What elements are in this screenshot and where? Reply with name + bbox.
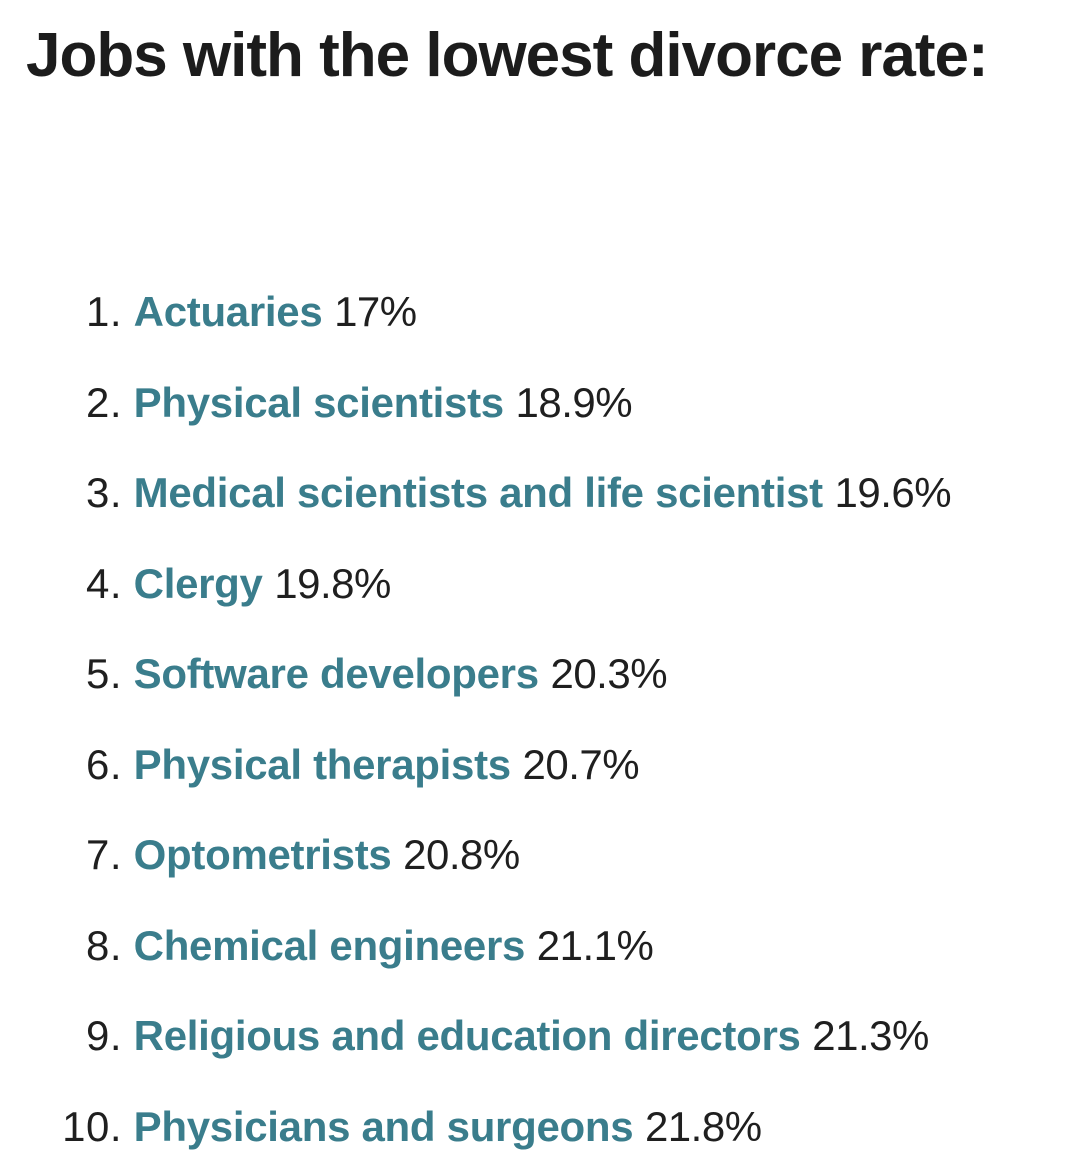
list-item: 2. Physical scientists 18.9% [0,358,951,449]
job-link[interactable]: Software developers [133,650,539,697]
job-link[interactable]: Chemical engineers [133,921,526,969]
list-item: 5. Software developers 20.3% [0,629,951,720]
rank-number: 3. [85,469,122,516]
divorce-rate: 17% [334,288,417,335]
job-link[interactable]: Medical scientists and life scientist [133,469,823,516]
divorce-rate: 21.3% [812,1012,929,1059]
list-item: 10. Physicians and surgeons 21.8% [0,1082,951,1171]
rank-number: 2. [85,378,122,426]
list-item: 1. Actuaries 17% [0,267,951,358]
list-item: 7. Optometrists 20.8% [0,810,951,901]
job-list: 1. Actuaries 17% 2. Physical scientists … [0,267,951,1171]
rank-number: 5. [85,650,122,697]
job-link[interactable]: Optometrists [133,831,392,878]
rank-number: 7. [85,831,122,878]
rank-number: 8. [85,921,122,969]
list-item: 8. Chemical engineers 21.1% [0,901,951,992]
job-link[interactable]: Clergy [133,559,263,607]
list-item: 3. Medical scientists and life scientist… [0,448,952,539]
job-link[interactable]: Physicians and surgeons [133,1102,634,1150]
list-item: 4. Clergy 19.8% [0,539,951,630]
rank-number: 10. [62,1102,122,1150]
divorce-rate: 21.1% [536,921,654,969]
job-link[interactable]: Actuaries [133,288,323,335]
page-title: Jobs with the lowest divorce rate: [26,21,989,90]
divorce-rate: 20.7% [522,740,640,788]
job-link[interactable]: Religious and education directors [133,1012,801,1059]
list-item: 9. Religious and education directors 21.… [0,991,951,1082]
divorce-rate: 20.8% [403,831,520,878]
list-item: 6. Physical therapists 20.7% [0,720,951,811]
divorce-rate: 19.8% [274,559,391,607]
job-link[interactable]: Physical therapists [133,740,511,788]
divorce-rate: 18.9% [515,378,633,426]
rank-number: 9. [85,1012,122,1059]
divorce-rate: 20.3% [550,650,668,697]
divorce-rate: 21.8% [644,1102,762,1150]
rank-number: 4. [85,559,122,607]
rank-number: 6. [85,740,122,788]
rank-number: 1. [85,288,122,335]
divorce-rate: 19.6% [834,469,952,516]
job-link[interactable]: Physical scientists [133,378,504,426]
